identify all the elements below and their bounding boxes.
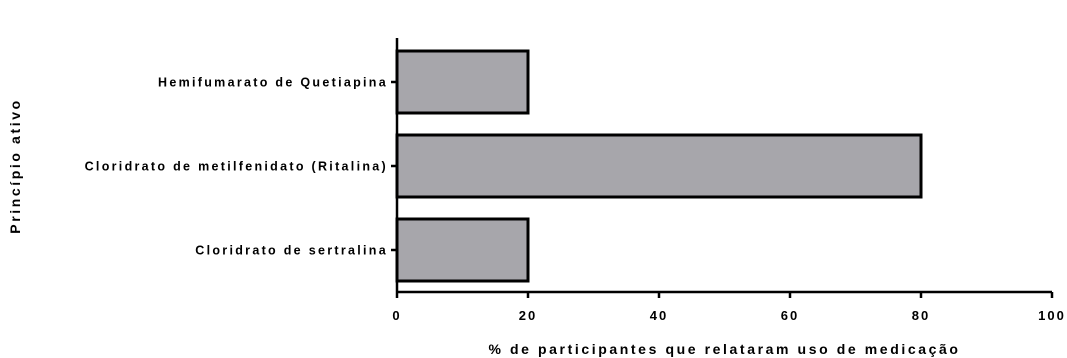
x-tick-label-5: 100 (1038, 308, 1066, 323)
x-tick-label-4: 80 (912, 308, 930, 323)
x-ticks-group: 0 20 40 60 80 100 (392, 292, 1066, 323)
x-tick-label-2: 40 (650, 308, 668, 323)
category-label-1: Cloridrato de metilfenidato (Ritalina) (85, 160, 388, 174)
bars-group (395, 49, 923, 283)
x-tick-label-1: 20 (519, 308, 537, 323)
bar-1 (395, 133, 923, 199)
y-axis-title: Princípio ativo (7, 98, 23, 233)
x-tick-label-0: 0 (392, 308, 401, 323)
x-tick-label-3: 60 (781, 308, 799, 323)
bar-2 (395, 217, 530, 283)
category-label-0: Hemifumarato de Quetiapina (158, 76, 388, 90)
x-axis-title: % de participantes que relataram uso de … (488, 341, 960, 357)
category-label-2: Cloridrato de sertralina (195, 244, 388, 258)
bar-0 (395, 49, 530, 115)
category-ticks-group: Hemifumarato de Quetiapina Cloridrato de … (85, 76, 397, 258)
